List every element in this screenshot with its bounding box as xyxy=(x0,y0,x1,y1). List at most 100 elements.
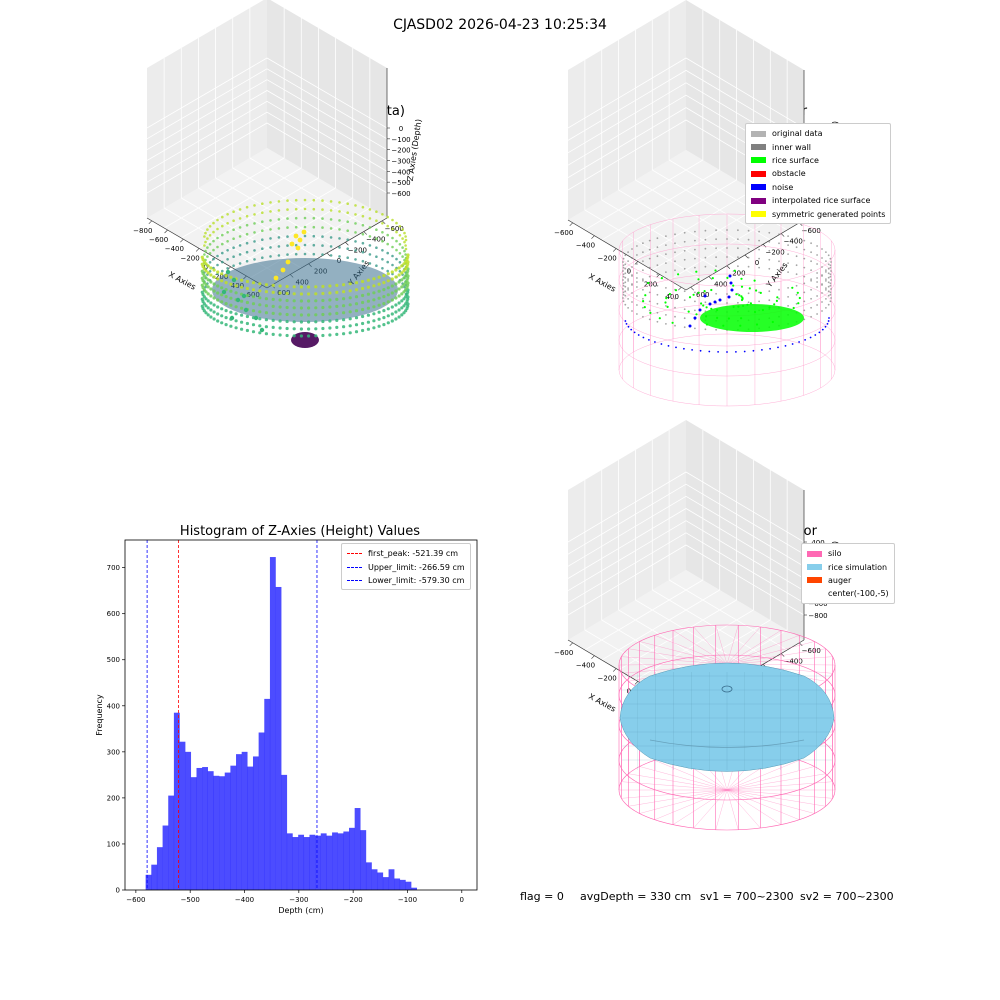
data-point xyxy=(251,323,256,327)
data-point xyxy=(698,308,702,312)
data-point xyxy=(761,308,765,312)
grid-line xyxy=(635,609,754,681)
data-point xyxy=(391,263,394,267)
data-point xyxy=(398,225,402,228)
data-point xyxy=(312,243,316,247)
panel1-3d-scatter: −800−600−400−2000200400600X Axies−600−40… xyxy=(133,0,423,348)
y-axis-label: Y Axies xyxy=(764,261,790,290)
data-point xyxy=(278,319,282,323)
legend-swatch xyxy=(751,211,766,218)
data-point xyxy=(271,304,275,308)
data-point xyxy=(660,343,663,345)
data-point xyxy=(269,210,272,213)
data-point xyxy=(803,266,806,269)
data-point xyxy=(737,265,739,268)
y-tick-label: 400 xyxy=(107,702,120,710)
data-point xyxy=(713,300,717,304)
data-point xyxy=(221,251,224,255)
data-point xyxy=(264,311,268,315)
data-point xyxy=(390,270,394,274)
data-point xyxy=(656,284,659,287)
data-point xyxy=(220,272,224,276)
data-point xyxy=(232,219,235,222)
silo-wire xyxy=(726,789,833,799)
data-point xyxy=(253,315,259,321)
x-tick-label: 0 xyxy=(627,687,631,695)
data-point xyxy=(642,315,644,318)
data-point xyxy=(216,277,220,281)
silo-wire xyxy=(726,789,800,820)
y-tick-label: −200 xyxy=(348,246,367,254)
data-point xyxy=(354,302,359,306)
data-point xyxy=(289,241,295,247)
data-point xyxy=(768,299,771,302)
data-point xyxy=(791,286,794,289)
legend-swatch xyxy=(751,170,766,177)
data-point xyxy=(402,304,406,308)
data-point xyxy=(705,306,708,309)
data-point xyxy=(803,248,806,251)
data-point xyxy=(226,213,229,216)
data-point xyxy=(240,313,244,317)
data-point xyxy=(346,238,350,241)
histogram-bar xyxy=(264,698,271,890)
data-point xyxy=(694,230,696,233)
data-point xyxy=(208,234,212,237)
data-point xyxy=(403,249,406,253)
data-point xyxy=(642,251,644,254)
data-point xyxy=(729,281,733,285)
data-point xyxy=(261,256,264,260)
legend-swatch xyxy=(751,197,766,204)
histogram-bar xyxy=(315,835,321,890)
data-point xyxy=(221,215,224,219)
data-point xyxy=(307,320,311,324)
data-point xyxy=(771,320,774,324)
histogram-bar xyxy=(162,825,169,890)
data-point xyxy=(829,291,832,294)
data-point xyxy=(224,309,228,313)
data-point xyxy=(258,331,262,335)
data-point xyxy=(292,306,296,310)
data-point xyxy=(335,297,339,301)
data-point xyxy=(627,260,629,262)
data-point xyxy=(220,307,224,311)
data-point xyxy=(338,237,341,240)
data-point xyxy=(648,275,651,278)
data-point xyxy=(683,267,686,270)
data-point xyxy=(338,228,341,231)
data-point xyxy=(656,320,659,323)
x-tick xyxy=(180,238,184,243)
data-point xyxy=(402,290,406,294)
data-point xyxy=(209,308,213,312)
data-point xyxy=(251,295,256,299)
x-tick-label: −600 xyxy=(554,229,573,237)
data-point xyxy=(787,244,789,247)
data-point xyxy=(394,303,398,307)
data-point xyxy=(715,265,717,268)
data-point xyxy=(795,264,798,267)
data-point xyxy=(224,281,228,285)
data-point xyxy=(825,269,827,271)
z-tick-label: −400 xyxy=(391,168,410,176)
data-point xyxy=(303,216,307,220)
data-point xyxy=(292,313,296,317)
data-point xyxy=(755,289,758,292)
data-point xyxy=(209,273,213,277)
data-point xyxy=(400,292,404,296)
data-point xyxy=(726,247,728,249)
data-point xyxy=(377,296,381,300)
data-point xyxy=(674,233,676,236)
data-point xyxy=(381,249,384,252)
data-point xyxy=(622,284,625,287)
data-point xyxy=(232,264,235,268)
data-point xyxy=(314,299,318,303)
y-tick xyxy=(799,642,803,647)
data-point xyxy=(261,202,264,205)
data-point xyxy=(795,293,798,296)
data-point xyxy=(240,320,244,324)
data-point xyxy=(361,205,365,209)
data-point xyxy=(361,241,365,245)
legend-swatch xyxy=(807,564,822,571)
data-point xyxy=(354,316,359,320)
data-point xyxy=(348,282,352,286)
